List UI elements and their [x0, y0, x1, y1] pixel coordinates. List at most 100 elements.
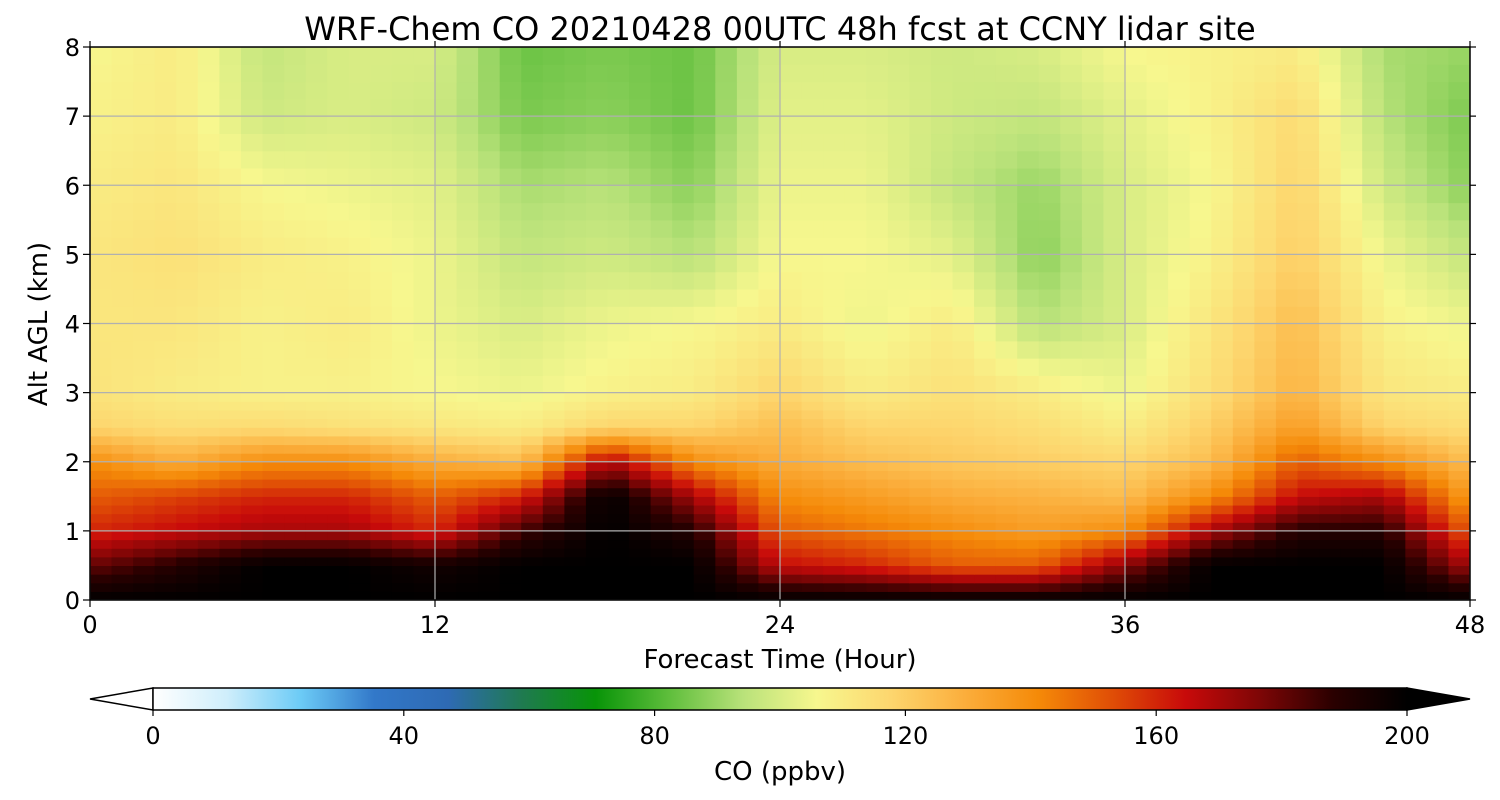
heatmap-cell — [284, 375, 307, 394]
heatmap-cell — [1125, 504, 1148, 515]
heatmap-cell — [176, 418, 199, 428]
heatmap-cell — [650, 392, 673, 402]
heatmap-cell — [1362, 504, 1385, 515]
heatmap-cell — [391, 392, 415, 402]
heatmap-cell — [930, 116, 954, 135]
heatmap-cell — [1125, 530, 1148, 541]
heatmap-cell — [629, 504, 652, 515]
heatmap-cell — [974, 64, 997, 83]
heatmap-cell — [1103, 530, 1126, 541]
heatmap-cell — [909, 150, 932, 169]
heatmap-cell — [1038, 435, 1061, 446]
heatmap-cell — [219, 504, 242, 515]
heatmap-cell — [758, 513, 781, 523]
colorbar-extend-high — [1406, 687, 1471, 711]
heatmap-cell — [90, 461, 113, 471]
heatmap-cell — [887, 392, 910, 402]
heatmap-cell — [284, 556, 307, 567]
heatmap-cell — [1146, 453, 1169, 463]
heatmap-cell — [111, 565, 134, 575]
heatmap-cell — [111, 453, 134, 463]
heatmap-cell — [909, 591, 932, 600]
heatmap-cell — [391, 375, 415, 394]
heatmap-cell — [1340, 98, 1363, 117]
heatmap-cell — [1081, 591, 1105, 600]
heatmap-cell — [240, 323, 264, 342]
heatmap-cell — [1060, 582, 1083, 592]
heatmap-cell — [801, 133, 824, 152]
heatmap-cell — [1103, 116, 1126, 135]
heatmap-cell — [715, 167, 738, 186]
heatmap-cell — [219, 64, 242, 83]
heatmap-cell — [995, 453, 1018, 463]
heatmap-cell — [1275, 288, 1299, 307]
heatmap-cell — [111, 202, 134, 221]
heatmap-cell — [736, 530, 760, 541]
heatmap-cell — [197, 591, 220, 600]
heatmap-cell — [219, 116, 242, 135]
heatmap-cell — [780, 116, 803, 135]
heatmap-cell — [1168, 219, 1191, 238]
heatmap-cell — [974, 340, 997, 359]
heatmap-cell — [693, 479, 716, 489]
heatmap-cell — [542, 392, 565, 402]
heatmap-cell — [176, 556, 199, 567]
heatmap-cell — [1211, 340, 1234, 359]
heatmap-cell — [974, 565, 997, 575]
heatmap-cell — [499, 237, 522, 255]
heatmap-cell — [262, 340, 285, 359]
heatmap-cell — [499, 574, 522, 584]
heatmap-cell — [952, 271, 975, 290]
heatmap-cell — [672, 81, 695, 100]
heatmap-cell — [866, 271, 889, 290]
heatmap-cell — [176, 47, 199, 65]
heatmap-cell — [1426, 470, 1450, 480]
heatmap-cell — [693, 496, 716, 506]
heatmap-cell — [1168, 574, 1191, 584]
heatmap-cell — [1297, 81, 1320, 100]
heatmap-cell — [1232, 237, 1255, 255]
heatmap-cell — [1189, 470, 1212, 480]
heatmap-cell — [887, 470, 910, 480]
heatmap-cell — [154, 461, 177, 471]
heatmap-cell — [1211, 116, 1234, 135]
heatmap-cell — [866, 254, 889, 273]
heatmap-cell — [370, 522, 393, 532]
heatmap-cell — [672, 427, 695, 437]
heatmap-cell — [197, 358, 220, 376]
heatmap-cell — [823, 306, 846, 325]
heatmap-cell — [1060, 487, 1083, 497]
heatmap-cell — [1383, 392, 1406, 402]
heatmap-cell — [197, 548, 220, 558]
heatmap-cell — [542, 418, 565, 428]
heatmap-cell — [1060, 418, 1083, 428]
heatmap-cell — [780, 513, 803, 523]
heatmap-cell — [887, 539, 910, 549]
heatmap-cell — [780, 167, 803, 186]
heatmap-cell — [284, 591, 307, 600]
heatmap-cell — [219, 167, 242, 186]
heatmap-cell — [1232, 133, 1255, 152]
heatmap-cell — [715, 565, 738, 575]
heatmap-cell — [1125, 133, 1148, 152]
heatmap-cell — [887, 167, 910, 186]
heatmap-cell — [844, 444, 867, 454]
heatmap-cell — [585, 81, 609, 100]
heatmap-cell — [154, 237, 177, 255]
heatmap-cell — [974, 470, 997, 480]
heatmap-cell — [629, 435, 652, 446]
heatmap-cell — [715, 582, 738, 592]
heatmap-cell — [758, 487, 781, 497]
heatmap-cell — [887, 150, 910, 169]
heatmap-cell — [1125, 392, 1148, 402]
heatmap-cell — [995, 202, 1018, 221]
heatmap-cell — [284, 418, 307, 428]
heatmap-cell — [1038, 167, 1061, 186]
heatmap-cell — [1362, 496, 1385, 506]
heatmap-cell — [456, 98, 479, 117]
heatmap-cell — [1405, 185, 1428, 204]
heatmap-cell — [1405, 565, 1428, 575]
heatmap-cell — [370, 582, 393, 592]
heatmap-cell — [284, 582, 307, 592]
heatmap-cell — [542, 513, 565, 523]
